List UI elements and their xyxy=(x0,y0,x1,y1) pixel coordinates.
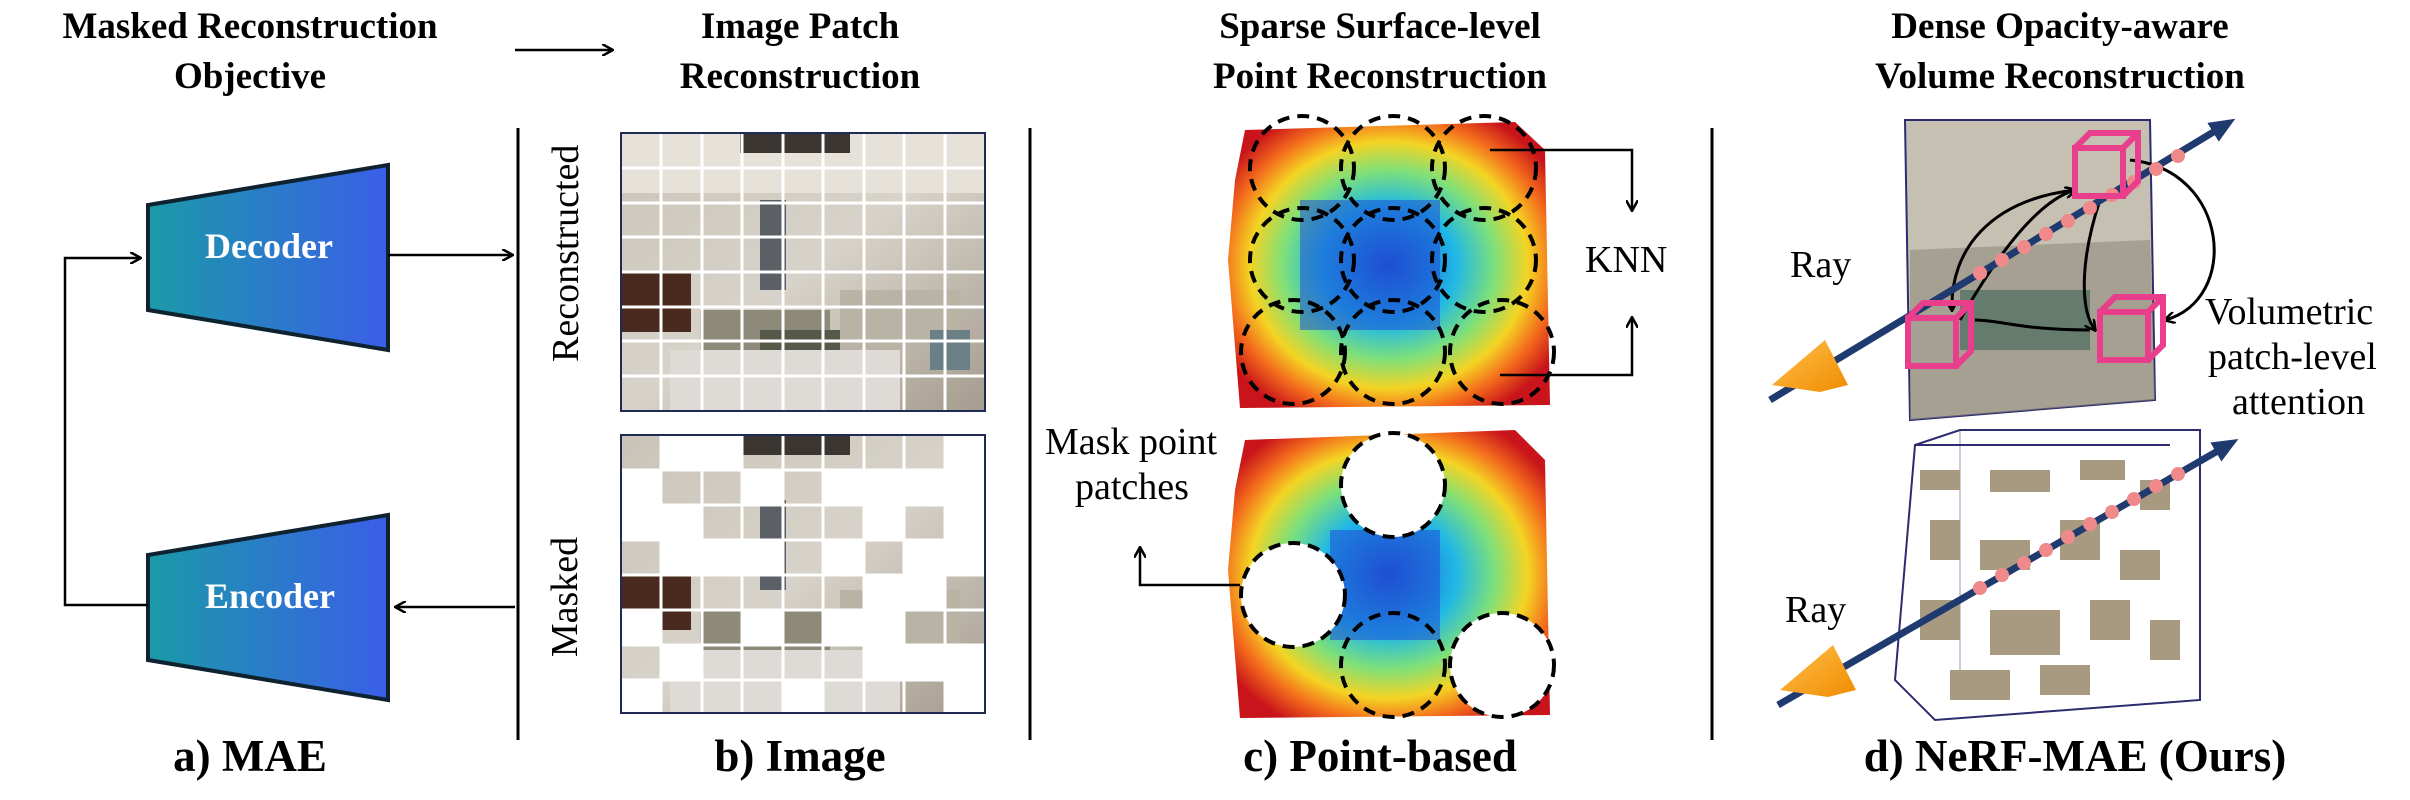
header-nerf-line2: Volume Reconstruction xyxy=(1875,56,2245,97)
attention-label-line2: patch-level xyxy=(2208,336,2377,378)
reconstructed-label: Reconstructed xyxy=(545,144,587,362)
caption-c: c) Point-based xyxy=(1243,731,1517,781)
mask-patches-label-line1: Mask point xyxy=(1045,421,1218,463)
ray-label-top: Ray xyxy=(1790,244,1852,286)
header-nerf: Dense Opacity-aware Volume Reconstructio… xyxy=(1820,2,2300,102)
caption-a: a) MAE xyxy=(173,731,327,781)
ray-label-bottom: Ray xyxy=(1785,589,1847,631)
caption-d: d) NeRF-MAE (Ours) xyxy=(1863,731,2287,781)
nerf-volume-top xyxy=(1768,118,2236,422)
point-cloud-bottom xyxy=(1140,430,1556,719)
masked-label: Masked xyxy=(544,536,586,658)
caption-b: b) Image xyxy=(714,731,886,781)
point-cloud-top xyxy=(1228,114,1632,408)
header-image: Image Patch Reconstruction xyxy=(600,2,1000,102)
header-mae-line1: Masked Reconstruction xyxy=(62,6,438,47)
header-point-line2: Point Reconstruction xyxy=(1213,56,1547,97)
encoder-to-decoder-arrow xyxy=(63,258,148,607)
reconstructed-image xyxy=(620,132,986,412)
mask-patches-label-line2: patches xyxy=(1075,466,1189,508)
encoder-label: Encoder xyxy=(205,576,335,616)
header-mae: Masked Reconstruction Objective xyxy=(20,2,480,102)
header-mae-line2: Objective xyxy=(173,56,327,97)
attention-label-line3: attention xyxy=(2232,381,2365,423)
header-point: Sparse Surface-level Point Reconstructio… xyxy=(1150,2,1610,102)
header-image-line2: Reconstruction xyxy=(679,56,921,97)
decoder-label: Decoder xyxy=(205,226,333,266)
header-image-line1: Image Patch xyxy=(700,6,900,47)
header-point-line1: Sparse Surface-level xyxy=(1219,6,1541,47)
masked-image xyxy=(620,434,986,714)
nerf-volume-bottom xyxy=(1776,429,2239,722)
encoder-block xyxy=(146,512,390,703)
decoder-block xyxy=(146,162,390,353)
attention-label-line1: Volumetric xyxy=(2205,291,2374,333)
header-nerf-line1: Dense Opacity-aware xyxy=(1891,6,2229,47)
knn-label: KNN xyxy=(1585,239,1668,281)
